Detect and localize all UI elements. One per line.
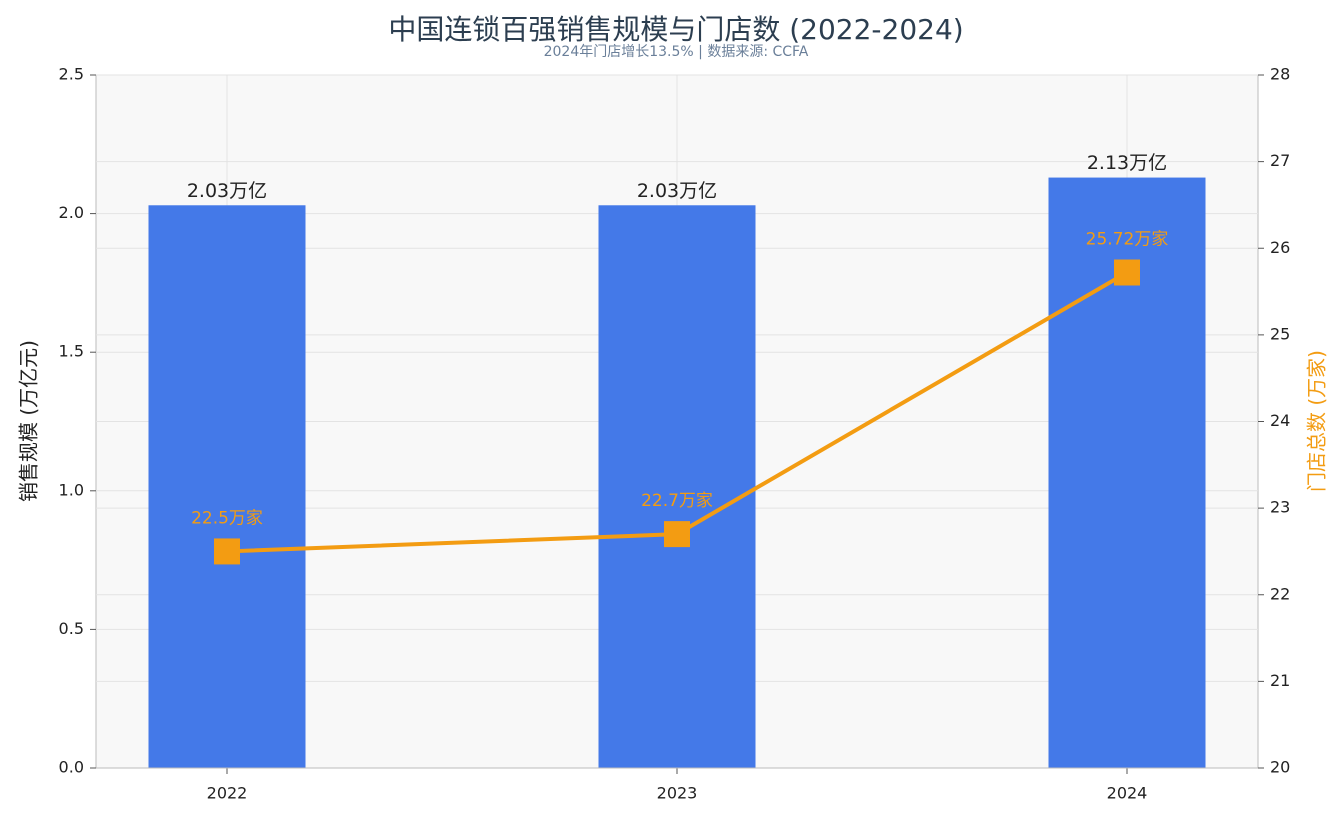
bar-value-label: 2.03万亿	[637, 180, 717, 202]
chart-subtitle: 2024年门店增长13.5% | 数据来源: CCFA	[544, 44, 809, 60]
y2-tick-label: 24	[1270, 411, 1290, 430]
y2-tick-label: 26	[1270, 238, 1290, 257]
line-value-label: 25.72万家	[1086, 230, 1169, 250]
bar-value-label: 2.13万亿	[1087, 152, 1167, 174]
y2-tick-label: 25	[1270, 324, 1290, 343]
y2-tick-label: 22	[1270, 584, 1290, 603]
line-marker	[664, 521, 690, 548]
bar	[148, 205, 306, 768]
x-tick-label: 2022	[207, 784, 248, 803]
x-tick-label: 2023	[657, 784, 698, 803]
y-tick-label: 0.5	[59, 619, 84, 638]
line-marker	[1114, 259, 1140, 286]
y-tick-label: 0.0	[59, 758, 84, 777]
line-marker	[214, 538, 240, 565]
y-tick-label: 2.0	[59, 203, 84, 222]
bar-value-label: 2.03万亿	[187, 180, 267, 202]
bar	[598, 205, 756, 768]
y-tick-label: 1.5	[59, 342, 84, 361]
y2-axis-label: 门店总数 (万家)	[1305, 350, 1329, 492]
y2-tick-label: 27	[1270, 151, 1290, 170]
line-value-label: 22.7万家	[641, 491, 713, 511]
y2-tick-label: 28	[1270, 65, 1290, 84]
y2-tick-label: 23	[1270, 498, 1290, 517]
y-axis-label: 销售规模 (万亿元)	[17, 340, 41, 502]
x-tick-label: 2024	[1107, 784, 1148, 803]
chart-title: 中国连锁百强销售规模与门店数 (2022-2024)	[388, 13, 963, 46]
y-tick-label: 1.0	[59, 480, 84, 499]
line-value-label: 22.5万家	[191, 508, 263, 528]
y2-tick-label: 20	[1270, 758, 1290, 777]
y-tick-label: 2.5	[59, 65, 84, 84]
y2-tick-label: 21	[1270, 671, 1290, 690]
